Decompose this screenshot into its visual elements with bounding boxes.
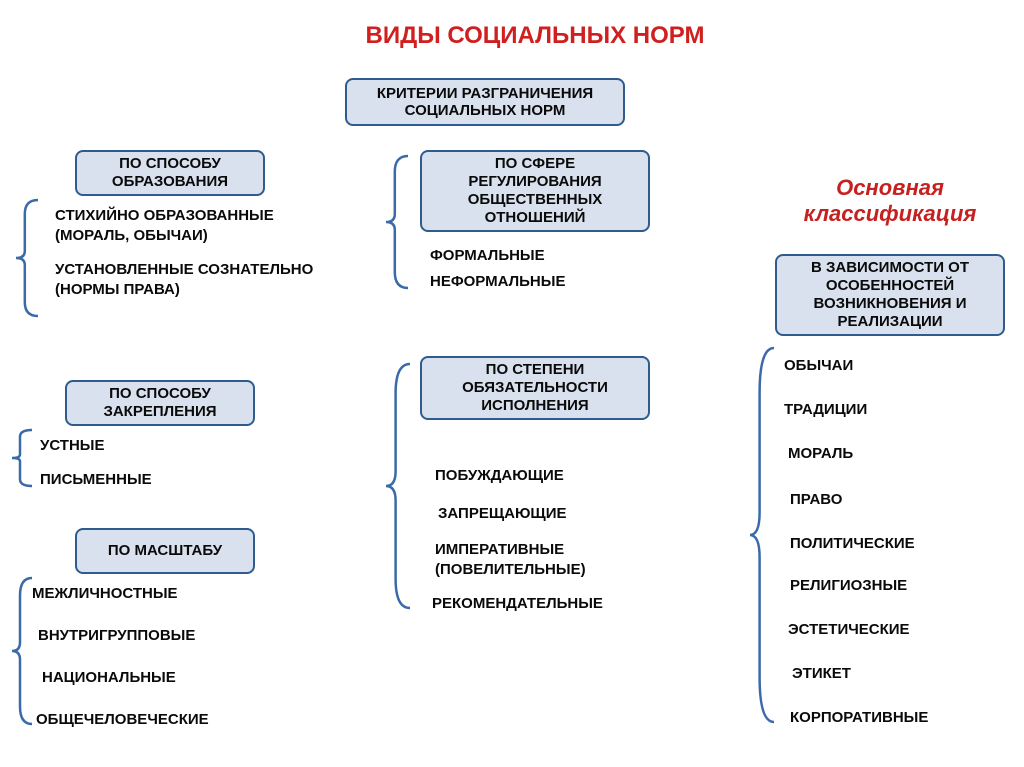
item-scale-2: НАЦИОНАЛЬНЫЕ: [42, 668, 176, 688]
box-fixation: ПО СПОСОБУ ЗАКРЕПЛЕНИЯ: [65, 380, 255, 426]
brace-icon: [12, 430, 32, 486]
box-obligation: ПО СТЕПЕНИ ОБЯЗАТЕЛЬНОСТИ ИСПОЛНЕНИЯ: [420, 356, 650, 420]
item-realization-4: ПОЛИТИЧЕСКИЕ: [790, 534, 915, 554]
brace-icon: [386, 156, 408, 288]
item-scale-1: ВНУТРИГРУППОВЫЕ: [38, 626, 195, 646]
item-realization-6: ЭСТЕТИЧЕСКИЕ: [788, 620, 910, 640]
item-education-0: СТИХИЙНО ОБРАЗОВАННЫЕ (МОРАЛЬ, ОБЫЧАИ): [55, 206, 335, 245]
item-obligation-0: ПОБУЖДАЮЩИЕ: [435, 466, 564, 486]
item-realization-1: ТРАДИЦИИ: [784, 400, 867, 420]
item-fixation-0: УСТНЫЕ: [40, 436, 104, 456]
item-obligation-1: ЗАПРЕЩАЮЩИЕ: [438, 504, 566, 524]
box-scale: ПО МАСШТАБУ: [75, 528, 255, 574]
item-sphere-0: ФОРМАЛЬНЫЕ: [430, 246, 545, 266]
subtitle-main-classification: Основная классификация: [780, 175, 1000, 227]
item-realization-2: МОРАЛЬ: [788, 444, 853, 464]
item-realization-7: ЭТИКЕТ: [792, 664, 851, 684]
item-scale-0: МЕЖЛИЧНОСТНЫЕ: [32, 584, 178, 604]
item-realization-8: КОРПОРАТИВНЫЕ: [790, 708, 928, 728]
item-scale-3: ОБЩЕЧЕЛОВЕЧЕСКИЕ: [36, 710, 209, 730]
item-obligation-2: ИМПЕРАТИВНЫЕ (ПОВЕЛИТЕЛЬНЫЕ): [435, 540, 655, 579]
box-sphere: ПО СФЕРЕ РЕГУЛИРОВАНИЯ ОБЩЕСТВЕННЫХ ОТНО…: [420, 150, 650, 232]
main-title: ВИДЫ СОЦИАЛЬНЫХ НОРМ: [325, 22, 745, 50]
brace-icon: [750, 348, 774, 722]
box-education: ПО СПОСОБУ ОБРАЗОВАНИЯ: [75, 150, 265, 196]
item-realization-5: РЕЛИГИОЗНЫЕ: [790, 576, 907, 596]
item-realization-3: ПРАВО: [790, 490, 842, 510]
brace-icon: [16, 200, 38, 316]
brace-icon: [386, 364, 410, 608]
item-realization-0: ОБЫЧАИ: [784, 356, 853, 376]
item-sphere-1: НЕФОРМАЛЬНЫЕ: [430, 272, 565, 292]
item-education-1: УСТАНОВЛЕННЫЕ СОЗНАТЕЛЬНО (НОРМЫ ПРАВА): [55, 260, 315, 299]
box-realization: В ЗАВИСИМОСТИ ОТ ОСОБЕННОСТЕЙ ВОЗНИКНОВЕ…: [775, 254, 1005, 336]
item-obligation-3: РЕКОМЕНДАТЕЛЬНЫЕ: [432, 594, 603, 614]
item-fixation-1: ПИСЬМЕННЫЕ: [40, 470, 152, 490]
root-box: КРИТЕРИИ РАЗГРАНИЧЕНИЯ СОЦИАЛЬНЫХ НОРМ: [345, 78, 625, 126]
brace-icon: [12, 578, 32, 724]
